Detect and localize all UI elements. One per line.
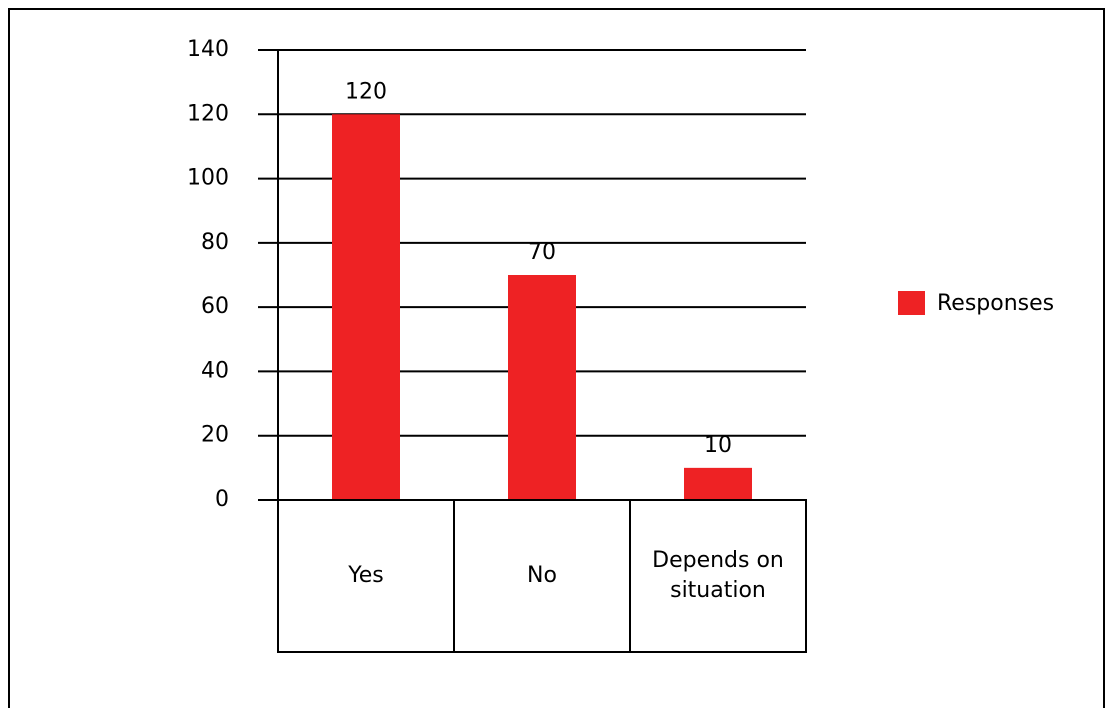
y-tick-label: 140 [187,37,229,62]
x-category-label: Depends on [652,548,784,573]
data-label: 70 [528,240,556,265]
data-label: 10 [704,433,732,458]
data-label: 120 [345,79,387,104]
legend-swatch-responses [898,291,925,315]
y-axis-ticks: 0 20 40 60 80 100 120 140 [187,37,229,512]
y-tick-label: 100 [187,166,229,191]
legend: Responses [898,291,1054,316]
y-tick-label: 80 [201,230,229,255]
x-axis-table: Yes No Depends on situation [277,499,807,653]
bar-no [508,275,576,500]
y-tick-label: 20 [201,423,229,448]
x-category-label: situation [670,578,766,603]
data-labels: 120 70 10 [345,79,732,458]
bars [332,114,752,501]
y-tick-label: 0 [215,487,229,512]
x-category-label: No [527,563,557,588]
y-tick-label: 40 [201,358,229,383]
x-category-label: Yes [347,563,384,588]
y-tick-label: 60 [201,294,229,319]
legend-label-responses: Responses [937,291,1054,316]
bar-yes [332,114,400,501]
bar-depends-on-situation [684,467,752,500]
y-tick-label: 120 [187,101,229,126]
chart-frame [8,8,1105,708]
category-table-border [277,499,807,653]
